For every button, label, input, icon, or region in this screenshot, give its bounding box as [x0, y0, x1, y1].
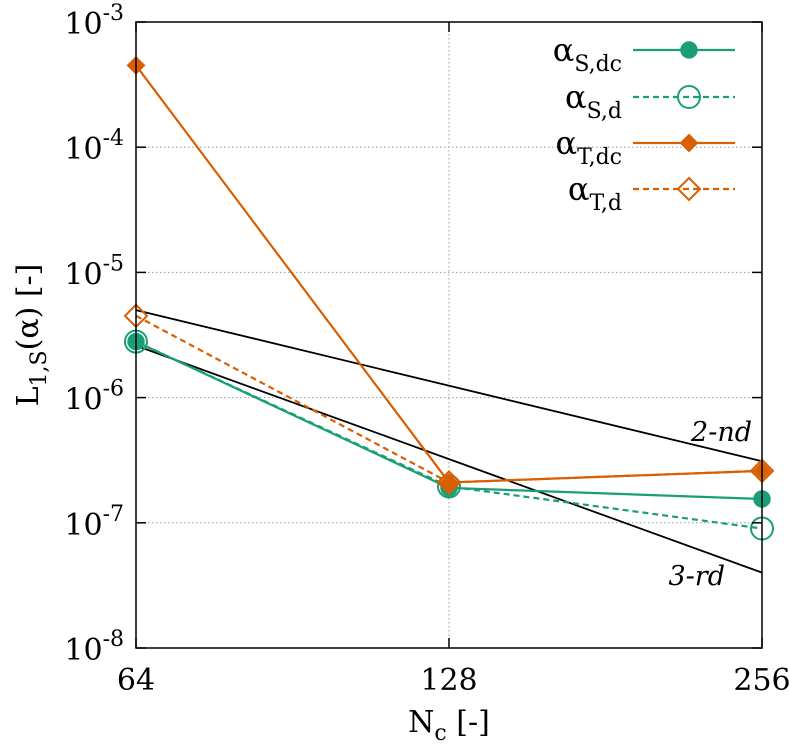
x-tick-label: 128 [420, 663, 477, 698]
x-axis-label: Nc [-] [408, 705, 490, 746]
data-point-t-dc [439, 473, 459, 492]
legend-marker-s-d [677, 85, 701, 109]
reference-label-second-order: 2-nd [690, 417, 752, 448]
grid [136, 22, 762, 648]
y-tick-label: 10-5 [64, 251, 124, 292]
y-tick-label: 10-3 [64, 1, 124, 42]
legend-label-t-dc: αT,dc [556, 124, 622, 170]
data-point-t-d [436, 470, 462, 495]
reference-line-second-order [135, 309, 763, 463]
y-tick-label: 10-7 [64, 502, 124, 543]
reference-label-third-order: 3-rd [669, 561, 726, 592]
axis-titles: Nc [-] L1,S(α) [-] [11, 264, 490, 746]
x-axis-ticks: 64 128 256 [117, 22, 789, 698]
legend-marker-t-d [676, 176, 702, 202]
x-tick-label: 64 [117, 663, 155, 698]
y-axis-ticks: 10-8 10-7 10-6 10-5 10-4 10-3 [64, 1, 762, 668]
legend-label-s-d: αS,d [565, 78, 622, 124]
y-tick-label: 10-6 [64, 377, 124, 418]
reference-lines: 2-nd 3-rd [135, 309, 763, 592]
legend-label-t-d: αT,d [568, 170, 622, 216]
y-tick-label: 10-8 [64, 627, 124, 668]
reference-line-third-order [135, 344, 763, 574]
legend-marker-t-dc [679, 133, 699, 153]
x-tick-label: 256 [733, 663, 789, 698]
legend-marker-s-dc [680, 41, 698, 59]
y-tick-label: 10-4 [64, 126, 124, 167]
y-axis-label: L1,S(α) [-] [11, 264, 52, 407]
legend-label-s-dc: αS,dc [553, 31, 622, 77]
